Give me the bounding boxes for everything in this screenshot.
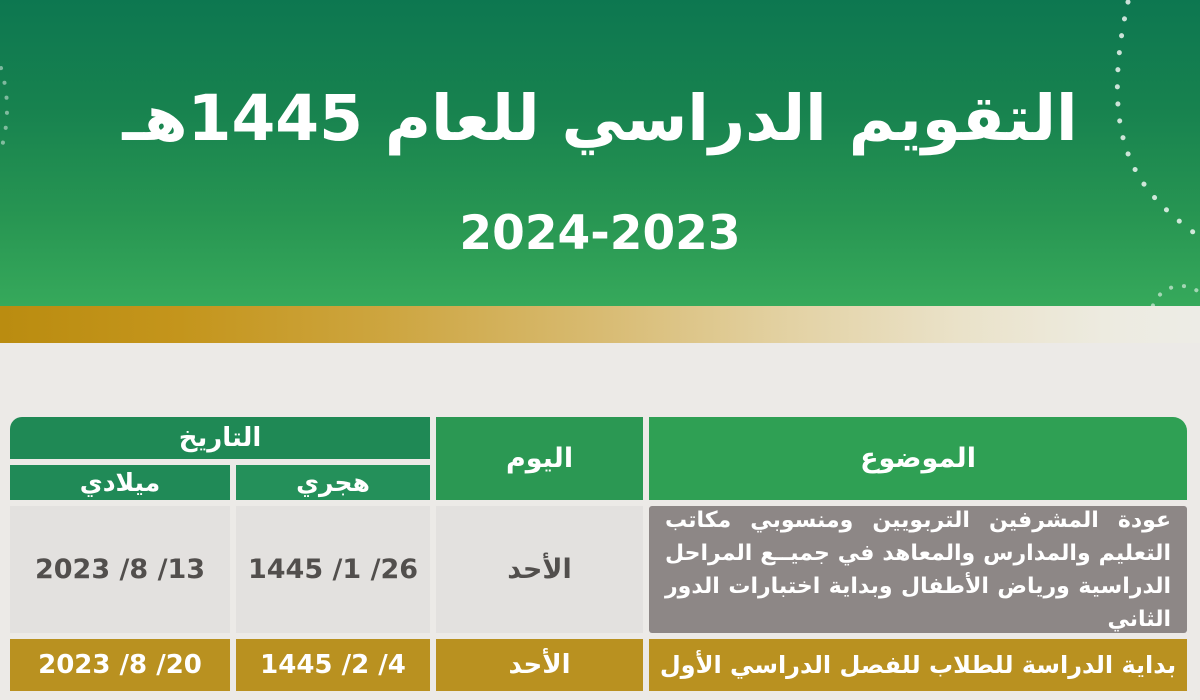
- column-header-hijri: هجري: [236, 465, 430, 500]
- column-header-date-group: التاريخ: [10, 417, 430, 459]
- table-row-1-gregorian-date: 13/ 8/ 2023: [10, 506, 230, 633]
- dotted-decoration: [0, 0, 1200, 306]
- dotted-arc-left-icon: [0, 66, 9, 152]
- table-row-1-subject: عودة المشرفين التربويين ومنسوبي مكاتب ال…: [649, 506, 1187, 633]
- gold-accent-bar: [0, 306, 1200, 343]
- page-title: التقويم الدراسي للعام 1445هـ: [122, 82, 1078, 155]
- calendar-table: الموضوع اليوم التاريخ هجري ميلادي عودة ا…: [10, 417, 1187, 691]
- table-row-1-day: الأحد: [436, 506, 643, 633]
- table-row-1-hijri-date: 26/ 1/ 1445: [236, 506, 430, 633]
- table-row-2-gregorian-date: 20/ 8/ 2023: [10, 639, 230, 691]
- hero-banner: التقويم الدراسي للعام 1445هـ 2024-2023: [0, 0, 1200, 306]
- table-row-2-hijri-date: 4/ 2/ 1445: [236, 639, 430, 691]
- column-header-day: اليوم: [436, 417, 643, 500]
- column-header-gregorian: ميلادي: [10, 465, 230, 500]
- subject-text: عودة المشرفين التربويين ومنسوبي مكاتب ال…: [665, 507, 1171, 632]
- table-row-2-subject: بداية الدراسة للطلاب للفصل الدراسي الأول: [649, 639, 1187, 691]
- column-header-subject: الموضوع: [649, 417, 1187, 500]
- dotted-circle-icon: [1150, 284, 1200, 306]
- page-subtitle: 2024-2023: [459, 206, 741, 261]
- table-row-2-day: الأحد: [436, 639, 643, 691]
